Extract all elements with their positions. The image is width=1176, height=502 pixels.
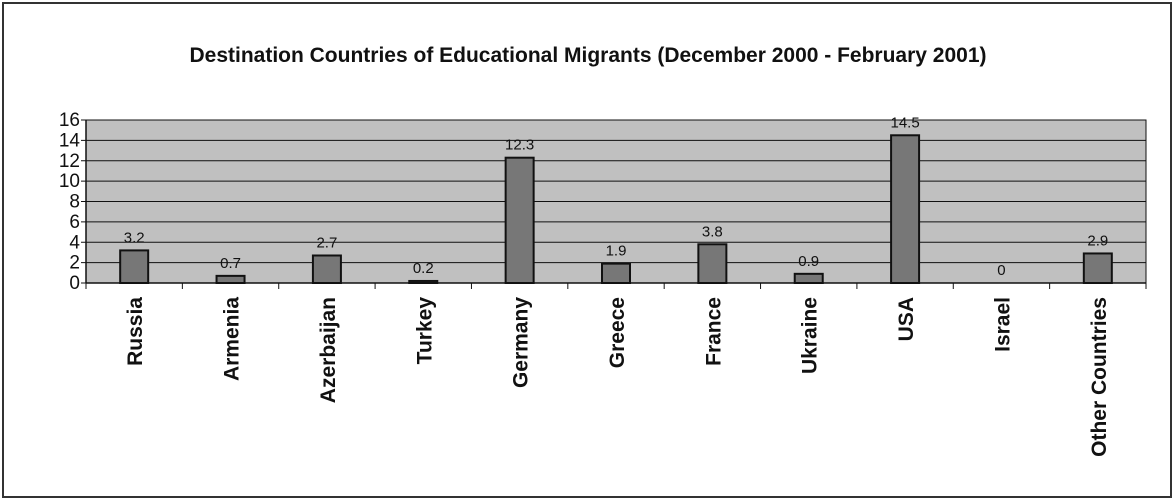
bar — [890, 134, 921, 284]
category-label: Russia — [124, 297, 147, 366]
data-label: 3.2 — [124, 229, 145, 246]
bar — [215, 274, 246, 284]
category-label: Greece — [606, 297, 629, 368]
category-label: Azerbaijan — [317, 297, 340, 403]
category-label: Germany — [510, 297, 533, 388]
y-tick-label: 2 — [69, 253, 80, 274]
bar — [119, 249, 150, 284]
category-label: Turkey — [413, 297, 436, 365]
category-label: Ukraine — [799, 297, 822, 374]
y-tick-label: 10 — [59, 171, 80, 192]
data-label: 0.7 — [220, 255, 241, 272]
chart-title: Destination Countries of Educational Mig… — [189, 44, 987, 67]
y-tick-label: 16 — [59, 110, 80, 131]
data-label: 1.9 — [606, 243, 627, 260]
data-label: 2.7 — [316, 234, 337, 251]
bar — [1082, 252, 1113, 285]
y-tick-label: 0 — [69, 273, 80, 294]
data-label: 0.9 — [798, 253, 819, 270]
data-label: 3.8 — [702, 223, 723, 240]
category-label: USA — [895, 297, 918, 341]
y-tick-label: 4 — [69, 232, 80, 253]
category-label: Other Countries — [1088, 297, 1111, 457]
y-tick-label: 12 — [59, 151, 80, 172]
bar — [504, 156, 535, 285]
y-tick-label: 8 — [69, 192, 80, 213]
category-label: France — [702, 297, 725, 366]
data-label: 14.5 — [890, 114, 919, 131]
data-label: 0.2 — [413, 260, 434, 277]
bar — [408, 279, 439, 284]
data-label: 0 — [997, 262, 1005, 279]
category-label: Armenia — [221, 297, 244, 381]
bar — [793, 272, 824, 284]
data-label: 12.3 — [505, 137, 534, 154]
y-tick-label: 14 — [59, 130, 81, 151]
y-tick-label: 6 — [69, 212, 80, 233]
bar — [697, 243, 728, 285]
data-label: 2.9 — [1087, 232, 1108, 249]
bar — [601, 262, 631, 284]
bar — [311, 254, 342, 284]
category-label: Israel — [991, 297, 1014, 352]
